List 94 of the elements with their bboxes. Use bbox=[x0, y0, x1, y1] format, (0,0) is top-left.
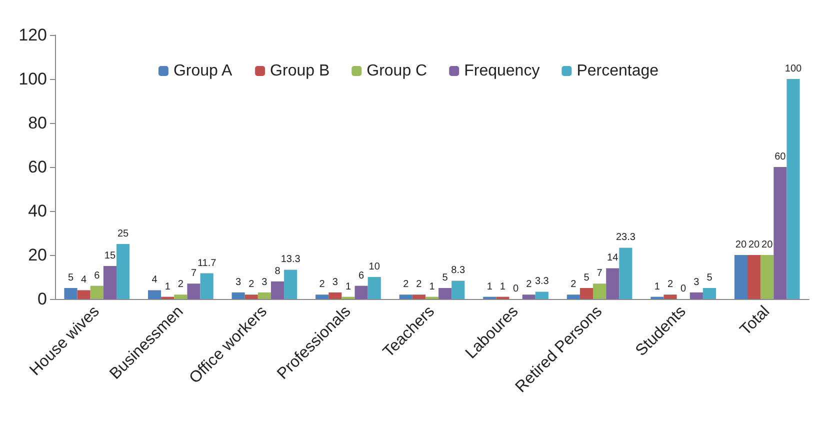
bar bbox=[522, 294, 536, 299]
data-label: 11.7 bbox=[197, 258, 217, 269]
bar bbox=[244, 294, 258, 299]
data-label: 23.3 bbox=[616, 232, 636, 244]
bar bbox=[399, 294, 412, 299]
data-label: 3 bbox=[236, 276, 242, 288]
bar bbox=[535, 292, 548, 299]
bar bbox=[580, 288, 594, 299]
data-label: 15 bbox=[104, 250, 116, 262]
bar bbox=[606, 268, 620, 299]
data-label: 25 bbox=[117, 228, 130, 240]
bar bbox=[438, 288, 452, 299]
bar bbox=[200, 273, 214, 299]
data-label: 2 bbox=[526, 279, 532, 290]
data-label: 1 bbox=[429, 281, 436, 292]
data-label: 5 bbox=[584, 272, 590, 284]
bar bbox=[284, 270, 298, 299]
data-label: 2 bbox=[416, 279, 422, 290]
data-label: 2 bbox=[403, 279, 410, 290]
data-label: 0 bbox=[512, 284, 519, 294]
data-label: 3 bbox=[262, 276, 268, 288]
data-label: 1 bbox=[500, 281, 506, 292]
data-label: 20 bbox=[735, 240, 747, 250]
data-label: 13.3 bbox=[280, 254, 301, 266]
bar bbox=[593, 284, 606, 299]
bar bbox=[258, 292, 271, 299]
y-tick-label: 120 bbox=[18, 26, 47, 44]
data-label: 20 bbox=[748, 240, 760, 250]
data-label: 4 bbox=[81, 274, 88, 286]
legend-label: Group A bbox=[173, 62, 232, 80]
bar bbox=[452, 280, 465, 299]
data-label: 3 bbox=[332, 276, 338, 288]
bar bbox=[702, 288, 716, 299]
bar bbox=[64, 288, 78, 299]
data-label: 60 bbox=[774, 152, 786, 162]
data-label: 1 bbox=[654, 281, 660, 292]
data-label: 2 bbox=[319, 279, 326, 290]
bar bbox=[103, 266, 116, 299]
bar bbox=[368, 277, 381, 299]
y-tick-label: 20 bbox=[28, 246, 47, 264]
bar bbox=[734, 255, 748, 299]
data-label: 8 bbox=[274, 266, 281, 277]
bar bbox=[748, 255, 761, 299]
y-tick-label: 60 bbox=[28, 158, 47, 176]
data-label: 8.3 bbox=[451, 265, 466, 276]
data-label: 2 bbox=[570, 279, 577, 290]
data-label: 7 bbox=[596, 268, 603, 280]
legend-label: Percentage bbox=[576, 62, 659, 80]
bar bbox=[116, 244, 130, 299]
data-label: 5 bbox=[706, 272, 713, 284]
data-label: 7 bbox=[190, 268, 197, 280]
data-label: 14 bbox=[607, 252, 619, 264]
bar bbox=[187, 284, 200, 299]
data-label: 5 bbox=[442, 272, 448, 284]
bar bbox=[354, 286, 368, 299]
data-label: 1 bbox=[486, 281, 493, 292]
bar bbox=[328, 292, 342, 299]
bar bbox=[774, 167, 787, 299]
data-label: 3.3 bbox=[534, 276, 550, 288]
bar bbox=[77, 290, 90, 299]
bar bbox=[316, 294, 329, 299]
data-label: 1 bbox=[164, 281, 171, 292]
bar bbox=[90, 286, 104, 299]
legend-label: Group B bbox=[270, 62, 330, 80]
bar bbox=[412, 294, 426, 299]
legend-label: Group C bbox=[366, 62, 428, 80]
data-label: 100 bbox=[784, 64, 802, 74]
data-label: 3 bbox=[694, 276, 700, 288]
data-label: 6 bbox=[94, 270, 100, 282]
data-label: 2 bbox=[667, 279, 674, 290]
data-label: 0 bbox=[680, 284, 687, 294]
data-label: 1 bbox=[345, 281, 352, 292]
bar bbox=[619, 248, 632, 299]
data-label: 20 bbox=[762, 240, 774, 250]
y-tick-label: 0 bbox=[38, 290, 47, 308]
legend-label: Frequency bbox=[464, 62, 540, 80]
bar bbox=[270, 281, 284, 299]
y-tick-label: 40 bbox=[28, 202, 47, 220]
data-label: 2 bbox=[178, 279, 184, 290]
data-label: 10 bbox=[368, 262, 380, 272]
bar bbox=[148, 290, 162, 299]
y-tick-label: 100 bbox=[18, 70, 47, 88]
bar bbox=[174, 294, 188, 299]
bar bbox=[690, 292, 703, 299]
data-label: 2 bbox=[248, 279, 255, 290]
bar bbox=[232, 292, 245, 299]
data-label: 5 bbox=[68, 272, 74, 284]
bar bbox=[664, 294, 677, 299]
data-label: 4 bbox=[152, 274, 158, 286]
bar bbox=[566, 294, 580, 299]
data-label: 6 bbox=[358, 270, 365, 282]
bar bbox=[760, 255, 774, 299]
bar bbox=[786, 79, 800, 299]
y-tick-label: 80 bbox=[28, 114, 47, 132]
